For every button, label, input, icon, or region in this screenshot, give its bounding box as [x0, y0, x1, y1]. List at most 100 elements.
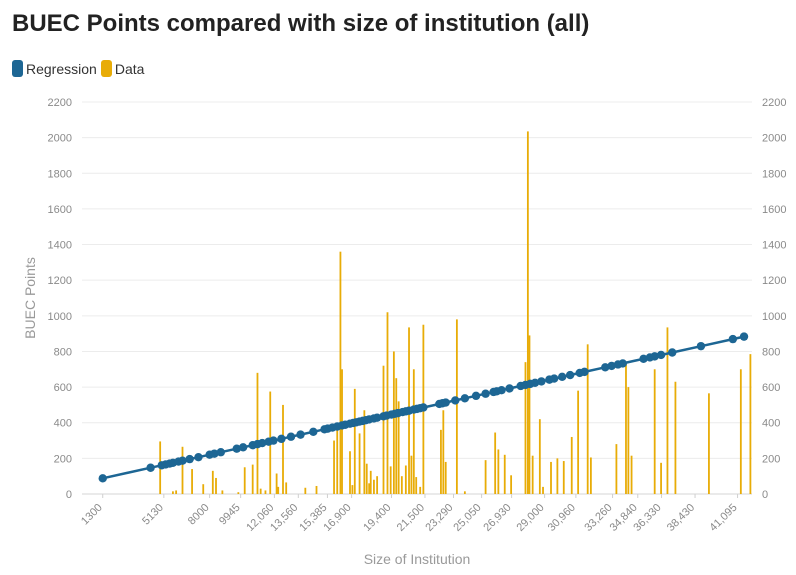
- data-bar[interactable]: [392, 351, 395, 494]
- regression-point[interactable]: [618, 359, 627, 368]
- regression-point[interactable]: [146, 463, 155, 472]
- data-bar[interactable]: [353, 388, 356, 494]
- data-bar[interactable]: [277, 486, 280, 494]
- data-bar[interactable]: [526, 131, 529, 494]
- data-bar[interactable]: [341, 369, 343, 494]
- data-bar[interactable]: [175, 490, 178, 494]
- data-bar[interactable]: [577, 390, 580, 494]
- data-bar[interactable]: [368, 483, 371, 494]
- data-bar[interactable]: [363, 410, 366, 494]
- regression-point[interactable]: [607, 361, 616, 371]
- data-bar[interactable]: [191, 469, 193, 494]
- regression-point[interactable]: [549, 374, 559, 383]
- data-bar[interactable]: [524, 362, 527, 494]
- data-bar[interactable]: [503, 454, 506, 494]
- regression-point[interactable]: [210, 449, 219, 458]
- regression-point[interactable]: [216, 448, 225, 457]
- data-bar[interactable]: [542, 486, 544, 494]
- data-bar[interactable]: [395, 378, 398, 494]
- regression-point[interactable]: [286, 432, 296, 441]
- data-bar[interactable]: [243, 467, 246, 494]
- data-bar[interactable]: [365, 463, 368, 494]
- data-bar[interactable]: [562, 461, 565, 494]
- data-bar[interactable]: [275, 473, 278, 494]
- data-bar[interactable]: [440, 429, 442, 494]
- data-bar[interactable]: [463, 491, 466, 494]
- data-bar[interactable]: [528, 335, 531, 494]
- data-bar[interactable]: [442, 410, 445, 494]
- regression-point[interactable]: [178, 456, 187, 465]
- data-bar[interactable]: [172, 491, 174, 494]
- data-bar[interactable]: [615, 444, 618, 494]
- data-bar[interactable]: [531, 455, 534, 494]
- data-bar[interactable]: [181, 446, 184, 494]
- data-bar[interactable]: [749, 354, 752, 494]
- data-bar[interactable]: [215, 477, 217, 494]
- regression-point[interactable]: [739, 332, 749, 341]
- regression-point[interactable]: [441, 398, 450, 407]
- regression-point[interactable]: [728, 334, 738, 344]
- legend-item-data[interactable]: Data: [100, 60, 144, 77]
- regression-point[interactable]: [451, 396, 460, 405]
- data-bar[interactable]: [336, 426, 339, 494]
- data-bar[interactable]: [415, 477, 418, 494]
- data-bar[interactable]: [386, 312, 389, 494]
- data-bar[interactable]: [550, 461, 552, 494]
- regression-point[interactable]: [537, 377, 546, 386]
- data-bar[interactable]: [570, 436, 573, 494]
- data-bar[interactable]: [400, 476, 403, 494]
- data-bar[interactable]: [256, 372, 259, 494]
- data-bar[interactable]: [373, 479, 375, 494]
- data-bar[interactable]: [660, 462, 662, 494]
- data-bar[interactable]: [630, 455, 633, 494]
- data-bar[interactable]: [315, 485, 318, 494]
- regression-point[interactable]: [497, 386, 506, 395]
- regression-point[interactable]: [309, 427, 318, 436]
- regression-point[interactable]: [481, 389, 490, 398]
- regression-point[interactable]: [460, 394, 470, 403]
- regression-point[interactable]: [258, 438, 267, 448]
- regression-point[interactable]: [296, 430, 305, 439]
- data-bar[interactable]: [419, 486, 422, 494]
- legend-item-regression[interactable]: Regression: [12, 60, 97, 77]
- data-bar[interactable]: [739, 369, 742, 494]
- data-bar[interactable]: [376, 476, 379, 494]
- regression-point[interactable]: [232, 444, 241, 453]
- regression-point[interactable]: [98, 474, 107, 483]
- data-bar[interactable]: [412, 369, 415, 494]
- data-bar[interactable]: [358, 433, 361, 494]
- data-bar[interactable]: [586, 344, 589, 494]
- data-bar[interactable]: [237, 492, 240, 494]
- regression-point[interactable]: [601, 363, 610, 372]
- data-bar[interactable]: [625, 362, 627, 494]
- data-bar[interactable]: [333, 440, 335, 494]
- data-bar[interactable]: [251, 464, 254, 494]
- data-bar[interactable]: [494, 432, 497, 494]
- data-bar[interactable]: [382, 365, 385, 494]
- data-bar[interactable]: [285, 482, 288, 494]
- data-bar[interactable]: [264, 490, 267, 494]
- regression-point[interactable]: [194, 452, 203, 462]
- data-bar[interactable]: [221, 490, 224, 494]
- data-bar[interactable]: [455, 319, 458, 494]
- regression-point[interactable]: [650, 352, 659, 361]
- regression-point[interactable]: [185, 454, 194, 464]
- data-bar[interactable]: [484, 460, 487, 494]
- data-bar[interactable]: [556, 458, 559, 494]
- regression-point[interactable]: [656, 350, 666, 360]
- data-bar[interactable]: [351, 485, 354, 494]
- regression-point[interactable]: [419, 403, 428, 412]
- data-bar[interactable]: [589, 457, 592, 494]
- regression-point[interactable]: [277, 434, 286, 444]
- regression-point[interactable]: [530, 378, 540, 388]
- data-bar[interactable]: [397, 401, 400, 494]
- regression-point[interactable]: [471, 391, 481, 401]
- regression-point[interactable]: [505, 384, 514, 393]
- data-bar[interactable]: [510, 475, 513, 494]
- data-bar[interactable]: [653, 369, 656, 494]
- data-bar[interactable]: [627, 387, 630, 494]
- data-bar[interactable]: [404, 465, 407, 494]
- data-bar[interactable]: [666, 327, 669, 494]
- data-bar[interactable]: [538, 419, 541, 494]
- data-bar[interactable]: [389, 466, 392, 494]
